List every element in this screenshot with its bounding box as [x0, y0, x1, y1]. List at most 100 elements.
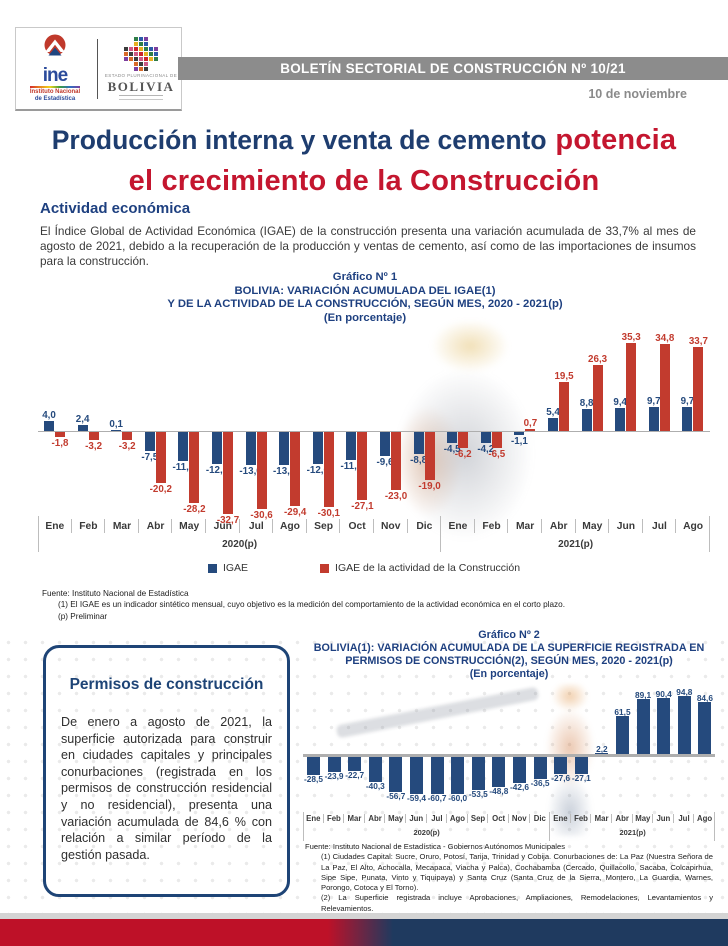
bar-superficie-18 — [677, 695, 691, 754]
bar-igae-16 — [581, 409, 592, 431]
permisos-box-heading: Permisos de construcción — [69, 676, 264, 693]
bar-superficie-6 — [430, 757, 444, 795]
value-label: -8,8 — [410, 455, 428, 466]
month-label: Dic — [530, 812, 551, 841]
zero-axis-line — [38, 431, 710, 432]
ine-caption-line1: Instituto Nacional — [29, 89, 81, 96]
value-label: 0,7 — [523, 418, 538, 430]
bar-superficie-8 — [471, 757, 485, 790]
bar-superficie-4 — [389, 757, 403, 792]
value-label: -1,8 — [51, 437, 69, 449]
bar-igae-13 — [480, 432, 491, 443]
value-label: -22,7 — [345, 769, 365, 780]
chart1-source: Fuente: Instituto Nacional de Estadístic… — [42, 589, 189, 598]
bar-superficie-9 — [492, 757, 506, 787]
bar-superficie-10 — [513, 757, 526, 784]
chart1-year-axis: 2020(p) 2021(p) — [38, 537, 710, 552]
value-label: -42,6 — [510, 782, 529, 793]
chart1-note-p: (p) Preliminar — [58, 611, 108, 621]
value-label: 35,3 — [621, 331, 641, 343]
month-label: Oct — [488, 812, 509, 825]
value-label: -60,0 — [448, 792, 468, 803]
month-label: Nov — [374, 516, 408, 536]
chart2-title-line4: (En porcentaje) — [469, 667, 549, 680]
chart2-month-axis: Ene Feb Mar Abr May Jun Jul Ago Sep Oct Nov Dic Ene F… — [303, 812, 715, 841]
logo-divider — [97, 38, 98, 99]
bar-superficie-16 — [636, 699, 650, 754]
value-label: -53,5 — [468, 788, 488, 799]
section-heading-actividad: Actividad económica — [40, 200, 191, 217]
year-label: 2020(p) — [222, 539, 258, 550]
bar-igae-10 — [380, 432, 390, 456]
bar-igae-11 — [424, 432, 435, 480]
value-label: -6,2 — [454, 448, 472, 460]
chart2-year-axis: 2020(p) 2021(p) — [303, 826, 715, 838]
chart1-title-line4: (En porcentaje) — [323, 311, 407, 324]
chart1-legend: IGAE IGAE de la actividad de la Construc… — [0, 562, 728, 574]
month-label: Abr — [139, 516, 173, 536]
bar-igae-7 — [290, 432, 301, 506]
bar-igae-4 — [189, 432, 200, 503]
value-label: -28,5 — [304, 773, 323, 784]
bar-igae-18 — [659, 344, 670, 431]
chart2-title-line3: PERMISOS DE CONSTRUCCIÓN(2), SEGÚN MES, … — [345, 654, 673, 667]
value-label: -11,2 — [340, 461, 363, 472]
bar-igae-6 — [256, 432, 267, 509]
value-label: -29,4 — [284, 506, 307, 518]
bar-igae-1 — [77, 425, 88, 431]
footer-gray-strip — [0, 913, 728, 919]
month-label: Jun — [653, 812, 674, 825]
value-label: -36,5 — [530, 778, 550, 789]
month-label: May — [172, 516, 206, 536]
permisos-box-paragraph: De enero a agosto de 2021, la superficie… — [61, 715, 272, 862]
month-label: Feb — [475, 516, 509, 536]
value-label: 5,4 — [546, 406, 560, 418]
legend-swatch-construccion — [320, 563, 330, 573]
bar-igae-0 — [55, 432, 65, 437]
month-label: Ene — [550, 812, 571, 825]
value-label: 4,0 — [42, 410, 56, 421]
month-label: Jul — [427, 812, 448, 825]
value-label: -23,9 — [324, 770, 344, 781]
month-label: Ago — [694, 812, 715, 841]
chart2-source: Fuente: Instituto Nacional de Estadístic… — [305, 842, 566, 851]
legend-label-igae: IGAE — [222, 562, 249, 574]
chart1-title: Gráfico Nº 1 BOLIVIA: VARIACIÓN ACUMULAD… — [55, 271, 675, 325]
bar-igae-2 — [111, 430, 122, 431]
value-label: -32,7 — [216, 514, 240, 526]
month-label: Feb — [324, 812, 345, 825]
bar-superficie-17 — [657, 698, 671, 754]
bar-igae-17 — [626, 342, 637, 431]
value-label: -12,9 — [205, 465, 229, 477]
bar-superficie-5 — [410, 757, 423, 794]
bar-superficie-13 — [574, 757, 588, 774]
month-label: Ago — [273, 516, 307, 536]
bar-superficie-0 — [307, 757, 320, 775]
chart1-month-axis: Ene Feb Mar Abr May Jun Jul Ago Sep Oct Nov Dic Ene F… — [38, 516, 710, 552]
bolivia-logo: ESTADO PLURINACIONAL DE BOLIVIA — [103, 37, 179, 100]
value-label: -27,6 — [551, 772, 571, 783]
bar-igae-7 — [279, 432, 290, 465]
chart2-footnotes: Fuente: Instituto Nacional de Estadístic… — [305, 842, 713, 924]
value-label: -30,6 — [250, 509, 273, 521]
value-label: -30,1 — [317, 508, 340, 520]
legend-item-construccion: IGAE de la actividad de la Construcción — [320, 562, 520, 574]
month-label: Jul — [674, 812, 695, 825]
value-label: 90,4 — [655, 689, 672, 700]
chart1-footnotes: Fuente: Instituto Nacional de Estadístic… — [42, 588, 702, 622]
ine-rainbow-bar — [30, 86, 80, 89]
value-label: -20,2 — [149, 483, 172, 495]
bar-igae-13 — [491, 432, 502, 449]
month-label: Oct — [340, 516, 374, 536]
value-label: -27,1 — [351, 500, 374, 512]
month-label: Feb — [72, 516, 106, 536]
month-label: Jun — [406, 812, 427, 825]
value-label: -56,7 — [386, 790, 406, 801]
year-label: 2021(p) — [558, 539, 594, 550]
bar-superficie-12 — [554, 757, 568, 774]
value-label: -13,1 — [273, 465, 296, 477]
bar-igae-4 — [178, 432, 189, 461]
bar-superficie-3 — [368, 757, 382, 782]
chart1-plot: 4,0 2,4 0,1 -7,5 -11,6 -12,9 -13,0 -13,1 -12,6 -1… — [38, 331, 710, 526]
bar-superficie-15 — [616, 716, 629, 754]
